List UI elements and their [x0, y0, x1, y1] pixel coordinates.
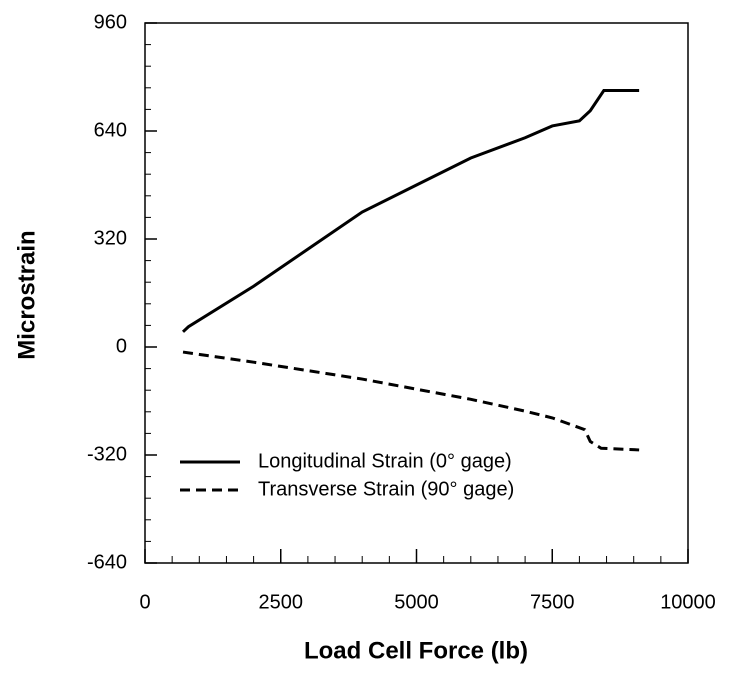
y-axis-title: Microstrain — [13, 230, 40, 359]
data-line — [181, 89, 640, 333]
y-tick-label: 960 — [94, 11, 127, 33]
data-line — [182, 350, 640, 452]
x-axis-title: Load Cell Force (lb) — [304, 637, 528, 664]
x-tick-label: 7500 — [530, 591, 575, 613]
y-tick-label: -320 — [87, 443, 127, 465]
x-tick-label: 0 — [139, 591, 150, 613]
legend-label: Longitudinal Strain (0° gage) — [258, 450, 512, 472]
y-tick-label: 640 — [94, 119, 127, 141]
y-tick-label: 320 — [94, 227, 127, 249]
legend-label: Transverse Strain (90° gage) — [258, 478, 514, 500]
x-tick-label: 5000 — [394, 591, 439, 613]
x-tick-label: 2500 — [259, 591, 304, 613]
x-tick-label: 10000 — [660, 591, 716, 613]
y-tick-label: 0 — [116, 335, 127, 357]
y-tick-label: -640 — [87, 551, 127, 573]
